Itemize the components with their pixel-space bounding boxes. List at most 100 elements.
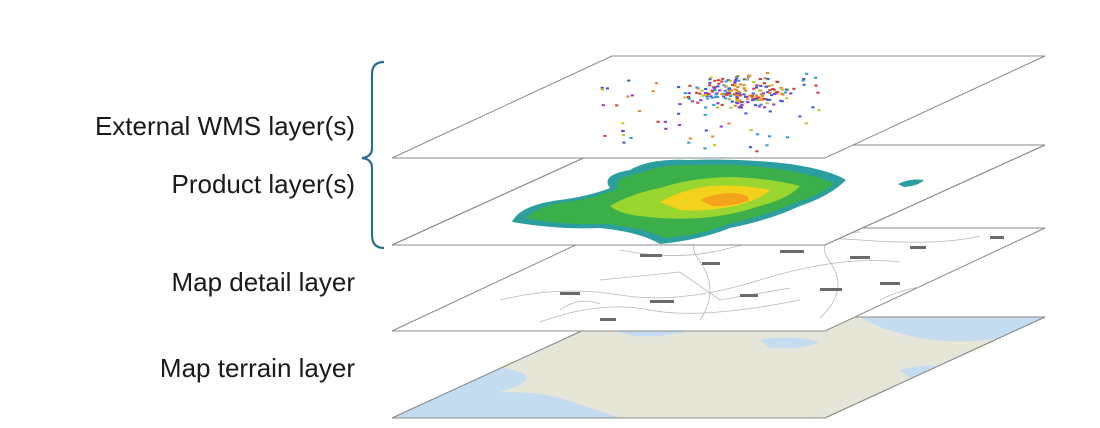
observation-marker xyxy=(785,136,790,139)
observation-marker xyxy=(626,95,630,98)
observation-marker xyxy=(745,78,749,81)
observation-marker xyxy=(753,104,757,107)
observation-marker xyxy=(735,76,739,79)
observation-marker xyxy=(621,122,625,125)
observation-marker xyxy=(766,72,770,74)
observation-marker xyxy=(768,98,772,101)
observation-marker xyxy=(727,122,731,125)
observation-marker xyxy=(720,93,724,96)
observation-marker xyxy=(758,78,762,80)
observation-marker xyxy=(736,75,740,77)
observation-marker xyxy=(766,77,770,80)
observation-marker xyxy=(703,147,707,150)
observation-marker xyxy=(730,89,734,92)
observation-marker xyxy=(750,95,754,98)
observation-marker xyxy=(717,82,721,85)
observation-marker xyxy=(708,84,712,87)
label-map-terrain-layer: Map terrain layer xyxy=(159,353,355,383)
observation-marker xyxy=(601,104,605,107)
observation-marker xyxy=(603,134,607,137)
observation-marker xyxy=(785,97,789,100)
observation-marker xyxy=(722,84,726,87)
observation-marker xyxy=(733,80,737,83)
observation-marker xyxy=(724,85,728,87)
observation-marker xyxy=(740,103,744,106)
observation-marker xyxy=(713,144,717,147)
observation-marker xyxy=(709,76,713,79)
observation-marker xyxy=(776,81,780,83)
observation-marker xyxy=(651,90,655,93)
observation-marker xyxy=(755,133,760,136)
observation-marker xyxy=(765,144,769,147)
observation-marker xyxy=(726,79,730,82)
observation-marker xyxy=(780,88,785,91)
observation-marker xyxy=(683,96,687,99)
observation-marker xyxy=(760,94,765,97)
observation-marker xyxy=(742,83,746,86)
observation-marker xyxy=(757,105,761,108)
observation-marker xyxy=(755,96,759,99)
observation-marker xyxy=(711,135,715,138)
observation-marker xyxy=(749,129,753,132)
observation-marker xyxy=(703,92,708,95)
observation-marker xyxy=(719,125,723,128)
observation-marker xyxy=(779,86,783,89)
observation-marker xyxy=(716,102,720,105)
observation-marker xyxy=(656,120,660,123)
product-plane xyxy=(391,144,1046,246)
observation-marker xyxy=(770,84,774,87)
observation-marker xyxy=(754,86,759,89)
map-terrain-plane xyxy=(391,316,1046,419)
observation-marker xyxy=(776,91,780,94)
observation-marker xyxy=(716,85,720,88)
observation-marker xyxy=(754,97,758,100)
observation-marker xyxy=(703,94,707,96)
observation-marker xyxy=(780,100,784,103)
observation-marker xyxy=(751,99,755,102)
observation-marker xyxy=(752,81,756,83)
observation-marker xyxy=(695,86,699,89)
observation-marker xyxy=(734,101,739,104)
observation-marker xyxy=(730,100,734,103)
observation-marker xyxy=(813,76,818,79)
observation-marker xyxy=(755,84,759,87)
observation-marker xyxy=(746,101,750,104)
observation-marker xyxy=(701,94,705,97)
observation-marker xyxy=(720,103,724,106)
label-product-layers: Product layer(s) xyxy=(171,169,356,199)
observation-marker xyxy=(630,94,634,97)
observation-marker xyxy=(742,87,747,90)
observation-marker xyxy=(751,92,755,95)
observation-marker xyxy=(600,86,604,89)
observation-marker xyxy=(621,130,625,132)
observation-marker xyxy=(715,106,720,109)
observation-marker xyxy=(703,113,707,116)
observation-marker xyxy=(759,103,763,106)
observation-marker xyxy=(725,93,729,96)
observation-marker xyxy=(755,150,759,153)
observation-marker xyxy=(766,91,770,94)
observation-marker xyxy=(752,87,756,90)
observation-marker xyxy=(816,91,820,94)
observation-marker xyxy=(710,96,715,99)
observation-marker xyxy=(615,104,619,107)
observation-marker xyxy=(784,88,788,91)
observation-marker xyxy=(768,135,772,138)
observation-marker xyxy=(763,98,767,100)
observation-marker xyxy=(654,82,659,85)
observation-marker xyxy=(714,93,718,96)
observation-marker xyxy=(700,89,704,92)
observation-marker xyxy=(713,89,717,92)
observation-marker xyxy=(802,83,806,86)
observation-marker xyxy=(748,94,752,97)
observation-marker xyxy=(699,99,703,102)
observation-marker xyxy=(704,88,708,90)
observation-marker xyxy=(765,102,769,105)
observation-marker xyxy=(804,122,808,125)
observation-marker xyxy=(686,96,690,98)
observation-marker xyxy=(733,81,737,84)
observation-marker xyxy=(687,97,691,100)
observation-marker xyxy=(727,97,731,100)
observation-marker xyxy=(814,84,818,87)
observation-marker xyxy=(728,89,732,92)
